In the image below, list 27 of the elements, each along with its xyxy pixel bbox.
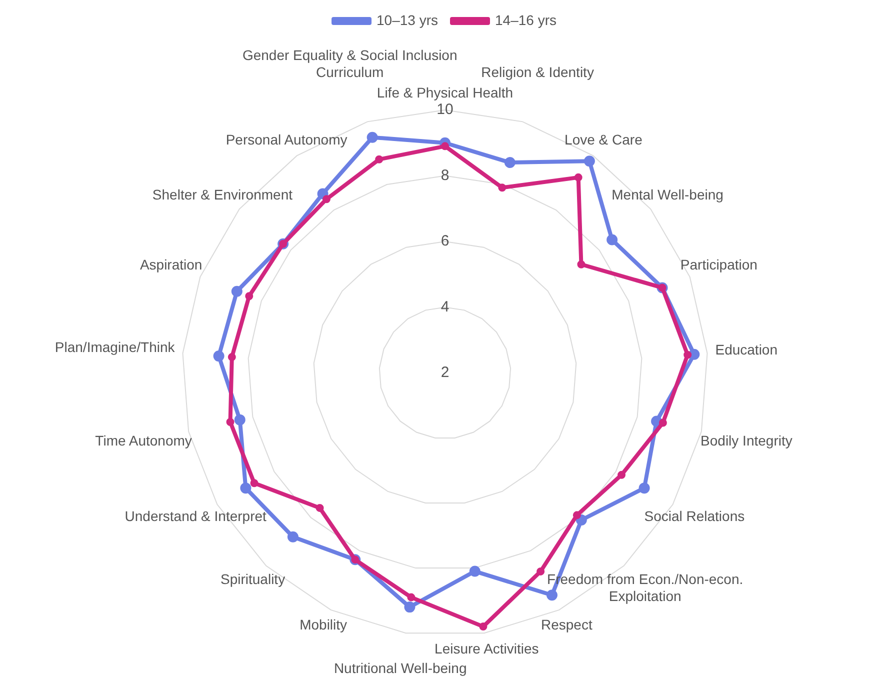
spoke-label: Bodily Integrity: [700, 432, 792, 449]
spoke-label: Respect: [540, 616, 592, 633]
y-tick-label: 2: [440, 364, 450, 382]
spoke-label: Plan/Imagine/Think: [54, 339, 176, 356]
legend-label: 10–13 yrs: [376, 12, 438, 28]
spoke-label: Love & Care: [564, 131, 643, 148]
y-tick-label: 6: [440, 232, 450, 250]
spoke-label: Aspiration: [140, 256, 202, 272]
spoke-label: Religion & Identity: [481, 64, 594, 80]
spoke-label: Understand & Interpret: [124, 508, 267, 524]
legend-label: 14–16 yrs: [495, 12, 556, 28]
spoke-label: Mental Well-being: [612, 186, 724, 202]
spoke-label: Leisure Activities: [434, 640, 539, 656]
spoke-label: Nutritional Well-being: [334, 660, 467, 676]
spoke-label: Shelter & Environment: [152, 186, 293, 202]
spoke-label: Time Autonomy: [95, 432, 192, 449]
spoke-label: Gender Equality & Social Inclusion Curriculum: [242, 46, 458, 80]
spoke-label: Spirituality: [220, 571, 286, 588]
spoke-label: Life & Physical Health: [376, 84, 514, 100]
spoke-label: Education: [715, 341, 778, 358]
y-tick-label: 8: [440, 166, 450, 184]
y-tick-label: 10: [436, 101, 454, 118]
spoke-label: Social Relations: [644, 508, 745, 524]
spoke-label: Personal Autonomy: [226, 131, 348, 148]
spoke-label: Participation: [680, 256, 758, 272]
spoke-label: Mobility: [300, 616, 348, 633]
y-tick-label: 4: [440, 298, 450, 316]
